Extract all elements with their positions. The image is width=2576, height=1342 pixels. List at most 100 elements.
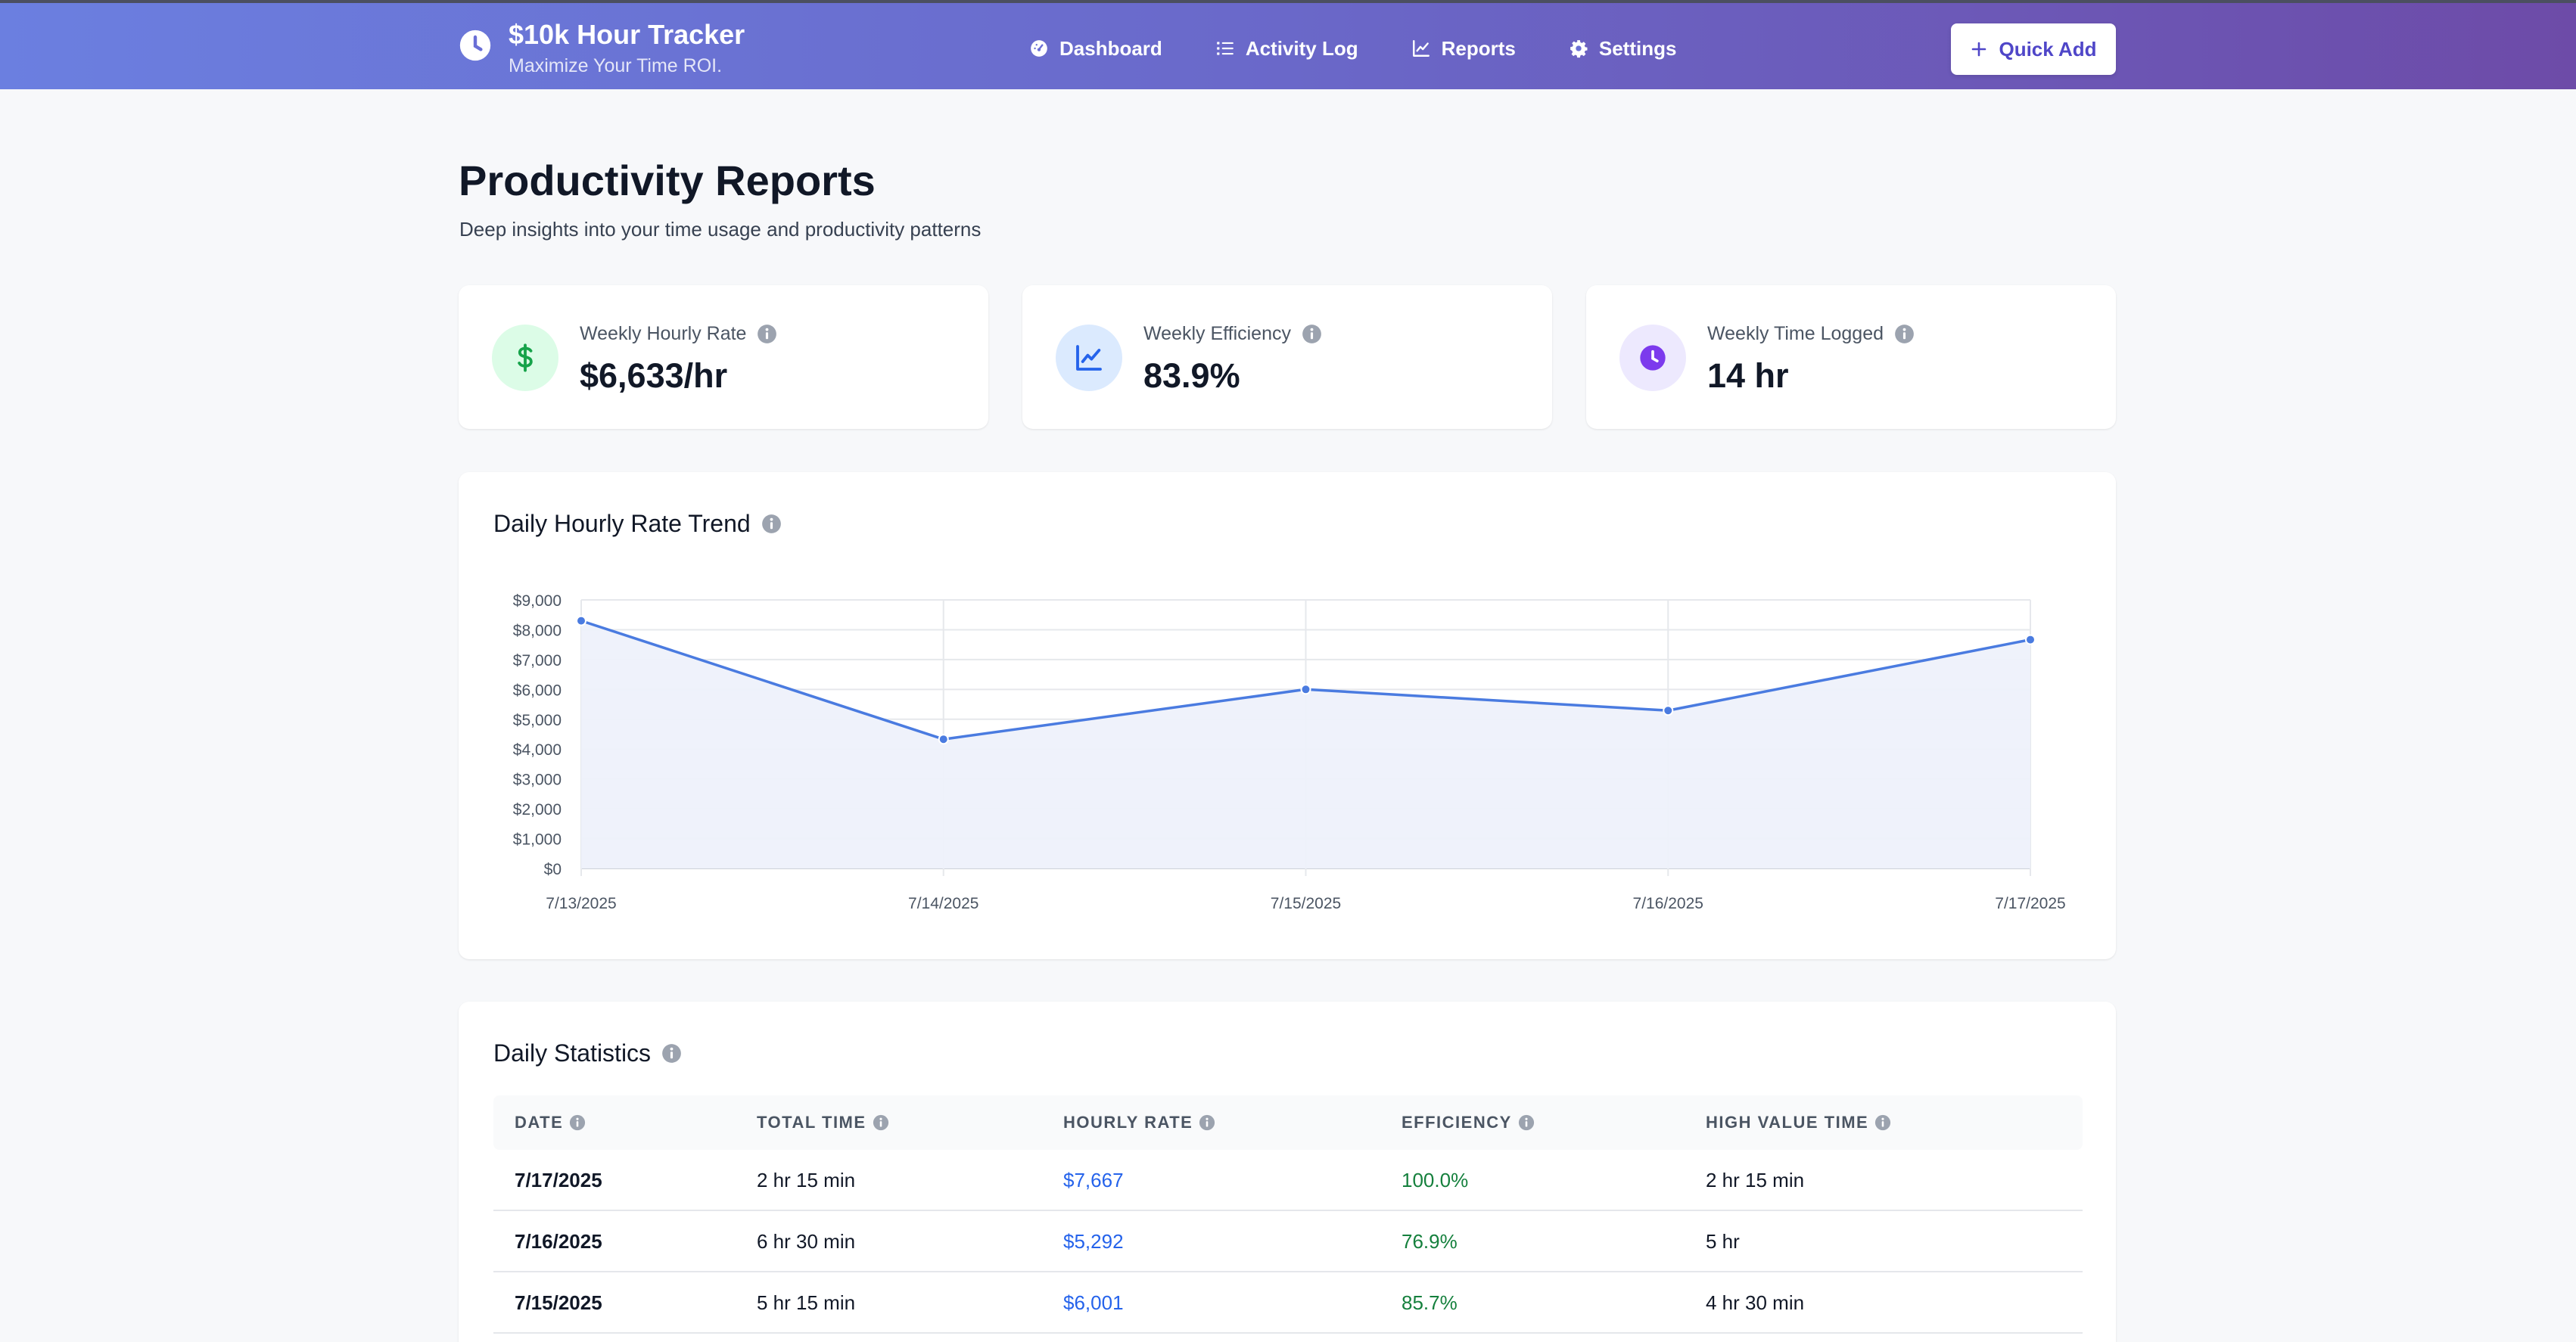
chart-title: Daily Hourly Rate Trend bbox=[493, 510, 782, 538]
stat-value: $6,633/hr bbox=[580, 356, 728, 395]
cell-high-value-time: 2 hr 15 min bbox=[1706, 1169, 1805, 1191]
cell-total-time: 2 hr 15 min bbox=[757, 1169, 856, 1191]
column-header-high-value-time[interactable]: High Value Time bbox=[1706, 1095, 1891, 1150]
gear-icon bbox=[1570, 40, 1588, 58]
column-header-label: Hourly Rate bbox=[1063, 1113, 1193, 1132]
stat-icon-wrap bbox=[1056, 325, 1122, 391]
stat-card-hourly-rate: Weekly Hourly Rate $6,633/hr bbox=[459, 285, 988, 429]
info-icon[interactable] bbox=[1518, 1114, 1535, 1131]
series-area-fill bbox=[581, 620, 2030, 868]
brand[interactable]: $10k Hour Tracker Maximize Your Time ROI… bbox=[459, 18, 745, 79]
dollar-icon bbox=[518, 343, 533, 372]
stat-card-efficiency: Weekly Efficiency 83.9% bbox=[1022, 285, 1552, 429]
nav-dashboard[interactable]: Dashboard bbox=[1029, 33, 1162, 64]
table-title-text: Daily Statistics bbox=[493, 1039, 652, 1067]
top-navigation-bar: $10k Hour Tracker Maximize Your Time ROI… bbox=[0, 0, 2576, 89]
table-header: Date Total Time Hourly Rate Efficiency H… bbox=[493, 1095, 2083, 1150]
stat-label-text: Weekly Efficiency bbox=[1143, 323, 1291, 344]
nav-activity-log-label: Activity Log bbox=[1245, 36, 1358, 60]
nav-reports[interactable]: Reports bbox=[1411, 33, 1516, 64]
column-header-label: High Value Time bbox=[1706, 1113, 1869, 1132]
cell-date: 7/15/2025 bbox=[515, 1291, 602, 1314]
x-tick-label: 7/14/2025 bbox=[908, 895, 978, 912]
nav-dashboard-label: Dashboard bbox=[1059, 36, 1162, 60]
daily-statistics-card: Daily Statistics Date Total Time Hourly … bbox=[459, 1002, 2116, 1342]
info-icon[interactable] bbox=[569, 1114, 586, 1131]
cell-date: 7/16/2025 bbox=[515, 1230, 602, 1253]
data-point bbox=[1300, 684, 1311, 695]
page-subtitle: Deep insights into your time usage and p… bbox=[459, 218, 982, 241]
nav-settings[interactable]: Settings bbox=[1569, 33, 1677, 64]
info-icon[interactable] bbox=[1302, 324, 1322, 344]
data-point bbox=[2025, 634, 2036, 645]
stat-label: Weekly Time Logged bbox=[1707, 323, 1915, 345]
y-tick-label: $5,000 bbox=[513, 712, 562, 729]
info-icon[interactable] bbox=[1874, 1114, 1891, 1131]
info-icon[interactable] bbox=[873, 1114, 889, 1131]
x-tick-label: 7/17/2025 bbox=[1995, 895, 2065, 912]
stat-label: Weekly Hourly Rate bbox=[580, 323, 777, 345]
stat-label-text: Weekly Time Logged bbox=[1707, 323, 1884, 344]
app-title: $10k Hour Tracker bbox=[509, 19, 745, 50]
chart-title-text: Daily Hourly Rate Trend bbox=[493, 510, 751, 537]
cell-total-time: 6 hr 30 min bbox=[757, 1230, 856, 1253]
stat-icon-wrap bbox=[492, 325, 558, 391]
cell-date: 7/17/2025 bbox=[515, 1169, 602, 1191]
x-tick-label: 7/15/2025 bbox=[1271, 895, 1341, 912]
y-tick-label: $7,000 bbox=[513, 652, 562, 669]
cell-hourly-rate: $7,667 bbox=[1063, 1169, 1124, 1191]
data-point bbox=[938, 734, 949, 745]
cell-high-value-time: 5 hr bbox=[1706, 1230, 1740, 1253]
y-tick-label: $3,000 bbox=[513, 772, 562, 789]
clock-logo-icon bbox=[459, 30, 491, 61]
y-tick-label: $4,000 bbox=[513, 741, 562, 759]
column-header-efficiency[interactable]: Efficiency bbox=[1402, 1095, 1535, 1150]
stat-label: Weekly Efficiency bbox=[1143, 323, 1322, 345]
table-row: 7/17/2025 2 hr 15 min $7,667 100.0% 2 hr… bbox=[493, 1150, 2083, 1211]
hourly-rate-line-chart: $0 $1,000 $2,000 $3,000 $4,000 $5,000 $6,000 $7… bbox=[513, 592, 2066, 912]
info-icon[interactable] bbox=[1894, 324, 1915, 344]
info-icon[interactable] bbox=[661, 1043, 682, 1064]
stat-label-text: Weekly Hourly Rate bbox=[580, 323, 747, 344]
info-icon[interactable] bbox=[761, 514, 782, 534]
daily-statistics-table: Date Total Time Hourly Rate Efficiency H… bbox=[493, 1095, 2083, 1334]
cell-total-time: 5 hr 15 min bbox=[757, 1291, 856, 1314]
data-point bbox=[1663, 705, 1674, 716]
y-tick-label: $1,000 bbox=[513, 831, 562, 849]
hourly-rate-chart-card: $0 $1,000 $2,000 $3,000 $4,000 $5,000 $6,000 $7… bbox=[459, 472, 2116, 959]
cell-efficiency: 76.9% bbox=[1402, 1230, 1458, 1253]
app-subtitle: Maximize Your Time ROI. bbox=[509, 55, 723, 76]
clock-icon bbox=[1640, 345, 1666, 371]
table-row: 7/16/2025 6 hr 30 min $5,292 76.9% 5 hr bbox=[493, 1211, 2083, 1272]
stat-value: 14 hr bbox=[1707, 356, 1789, 395]
cell-hourly-rate: $6,001 bbox=[1063, 1291, 1124, 1314]
cell-hourly-rate: $5,292 bbox=[1063, 1230, 1124, 1253]
stat-card-time-logged: Weekly Time Logged 14 hr bbox=[1586, 285, 2116, 429]
column-header-label: Date bbox=[515, 1113, 564, 1132]
column-header-total-time[interactable]: Total Time bbox=[757, 1095, 889, 1150]
table-title: Daily Statistics bbox=[493, 1039, 682, 1067]
line-chart-icon bbox=[1412, 40, 1430, 57]
list-icon bbox=[1216, 42, 1234, 55]
x-tick-label: 7/16/2025 bbox=[1633, 895, 1703, 912]
y-tick-label: $0 bbox=[544, 861, 562, 878]
y-tick-label: $6,000 bbox=[513, 682, 562, 699]
cell-efficiency: 85.7% bbox=[1402, 1291, 1458, 1314]
info-icon[interactable] bbox=[1199, 1114, 1215, 1131]
column-header-hourly-rate[interactable]: Hourly Rate bbox=[1063, 1095, 1215, 1150]
stat-value: 83.9% bbox=[1143, 356, 1240, 395]
page-title: Productivity Reports bbox=[459, 157, 876, 204]
quick-add-button[interactable]: Quick Add bbox=[1951, 23, 2116, 75]
column-header-date[interactable]: Date bbox=[515, 1095, 586, 1150]
stat-icon-wrap bbox=[1619, 325, 1686, 391]
y-tick-label: $8,000 bbox=[513, 622, 562, 639]
table-row: 7/15/2025 5 hr 15 min $6,001 85.7% 4 hr … bbox=[493, 1272, 2083, 1334]
info-icon[interactable] bbox=[757, 324, 777, 344]
dashboard-gauge-icon bbox=[1031, 40, 1047, 57]
nav-settings-label: Settings bbox=[1598, 36, 1677, 60]
main-nav: Dashboard Activity Log Reports Settings bbox=[1029, 33, 1729, 64]
nav-reports-label: Reports bbox=[1441, 36, 1516, 60]
nav-activity-log[interactable]: Activity Log bbox=[1215, 33, 1358, 64]
column-header-label: Total Time bbox=[757, 1113, 866, 1132]
quick-add-label: Quick Add bbox=[1999, 37, 2097, 61]
